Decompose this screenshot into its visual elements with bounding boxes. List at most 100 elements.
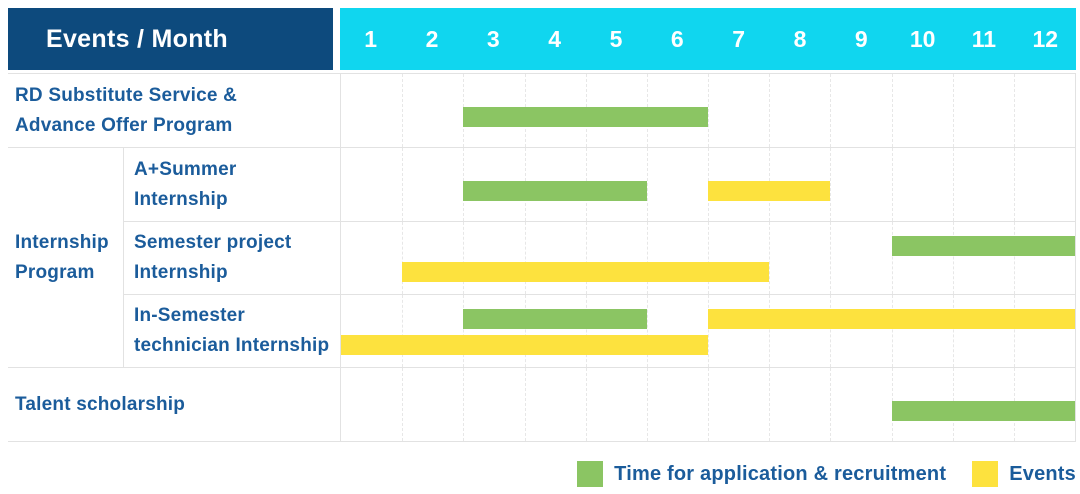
- month-gridline: [402, 74, 404, 147]
- table-row-semester-project: Semester project Internship: [124, 221, 1076, 294]
- month-gridline: [524, 368, 526, 441]
- gantt-bar-event: [341, 335, 708, 355]
- month-gridline: [891, 295, 893, 367]
- month-gridline: [952, 74, 954, 147]
- row-label-line: RD Substitute Service &: [15, 84, 238, 106]
- month-gridline: [769, 368, 771, 441]
- month-header-cell: 5: [609, 25, 623, 52]
- month-gridline: [402, 368, 404, 441]
- table-row-talent-scholarship: Talent scholarship: [8, 368, 1076, 441]
- month-gridline: [708, 368, 709, 441]
- events-month-header-title: Events / Month: [46, 24, 228, 53]
- month-gridline: [830, 295, 832, 367]
- row-label-line: Talent scholarship: [15, 393, 186, 415]
- month-gridline: [585, 222, 587, 294]
- month-gridline: [646, 295, 648, 367]
- month-header-cell: 9: [854, 25, 868, 52]
- gantt-bar-event: [708, 181, 831, 201]
- table-row-in-semester-technician: In-Semester technician Internship: [124, 294, 1076, 367]
- gantt-bar-event: [708, 309, 1075, 329]
- month-header-cell: 2: [425, 25, 439, 52]
- month-gridline: [952, 295, 954, 367]
- table-row-rd-substitute: RD Substitute Service & Advance Offer Pr…: [8, 74, 1076, 147]
- row-label-semester-project: Semester project Internship: [124, 222, 340, 294]
- month-header-cell: 1: [364, 25, 378, 52]
- month-gridline: [463, 368, 465, 441]
- month-header-row: 1 2 3 4 5 6 7 8 9 10 11 12: [340, 8, 1076, 70]
- month-gridline: [769, 222, 771, 294]
- month-gridline: [1013, 295, 1015, 367]
- legend-item-events: Events: [972, 461, 1076, 487]
- month-gridline: [952, 148, 954, 221]
- row-label-line: A+Summer: [134, 158, 237, 180]
- event-color-swatch-icon: [972, 461, 999, 487]
- month-header-cell: 4: [548, 25, 562, 52]
- month-gridline: [830, 74, 832, 147]
- legend-label-application: Time for application & recruitment: [614, 462, 947, 485]
- month-gridline: [891, 222, 893, 294]
- month-gridline: [952, 222, 954, 294]
- internship-program-group: Internship Program A+Summer Internship S…: [8, 147, 1076, 368]
- month-header-cell: 12: [1032, 25, 1059, 52]
- month-gridline: [1013, 74, 1015, 147]
- events-month-header-cell: Events / Month: [8, 8, 333, 70]
- month-gridline: [402, 295, 404, 367]
- gantt-bar-application: [463, 107, 708, 127]
- row-label-line: In-Semester: [134, 305, 245, 326]
- gantt-bar-application: [891, 401, 1075, 421]
- month-gridline: [646, 368, 648, 441]
- month-gridline: [585, 368, 587, 441]
- application-color-swatch-icon: [577, 461, 604, 487]
- table-row-a-plus-summer: A+Summer Internship: [124, 148, 1076, 221]
- month-gridline: [891, 148, 893, 221]
- month-gridline: [524, 295, 526, 367]
- month-gridline: [830, 148, 832, 221]
- month-gridline: [646, 148, 648, 221]
- row-chart-semester-project: [340, 222, 1076, 294]
- month-gridline: [585, 295, 587, 367]
- row-label-rd-substitute: RD Substitute Service & Advance Offer Pr…: [8, 74, 340, 147]
- month-gridline: [463, 222, 465, 294]
- month-gridline: [402, 148, 404, 221]
- month-header-cell: 3: [486, 25, 500, 52]
- group-label-line: Program: [15, 261, 95, 283]
- gantt-bar-application: [891, 236, 1075, 256]
- row-label-talent-scholarship: Talent scholarship: [8, 368, 340, 441]
- month-gridline: [708, 222, 709, 294]
- month-gridline: [402, 222, 404, 294]
- row-chart-in-semester-technician: [340, 295, 1076, 367]
- month-gridline: [463, 295, 465, 367]
- row-label-line: technician Internship: [134, 335, 330, 356]
- schedule-table-body: RD Substitute Service & Advance Offer Pr…: [8, 73, 1076, 442]
- month-gridline: [646, 222, 648, 294]
- gantt-bar-application: [463, 309, 647, 329]
- month-gridline: [708, 295, 709, 367]
- row-label-a-plus-summer: A+Summer Internship: [124, 148, 340, 221]
- legend-label-events: Events: [1009, 462, 1076, 485]
- month-header-cell: 7: [732, 25, 746, 52]
- row-chart-a-plus-summer: [340, 148, 1076, 221]
- month-gridline: [830, 222, 832, 294]
- month-header-cell: 11: [971, 25, 997, 52]
- month-header-cell: 8: [793, 25, 807, 52]
- month-header-cell: 10: [909, 25, 936, 52]
- gantt-bar-event: [402, 262, 770, 282]
- month-header-cell: 6: [670, 25, 684, 52]
- group-label-line: Internship: [15, 231, 109, 253]
- row-label-line: Internship: [134, 188, 228, 210]
- row-chart-rd-substitute: [340, 74, 1076, 147]
- month-gridline: [708, 74, 709, 147]
- row-label-line: Internship: [134, 262, 228, 283]
- row-chart-talent-scholarship: [340, 368, 1076, 441]
- month-gridline: [524, 222, 526, 294]
- month-gridline: [769, 295, 771, 367]
- group-label-internship-program: Internship Program: [8, 148, 124, 367]
- month-gridline: [830, 368, 832, 441]
- month-gridline: [1013, 222, 1015, 294]
- row-label-line: Semester project: [134, 232, 292, 253]
- gantt-bar-application: [463, 181, 647, 201]
- row-label-line: Advance Offer Program: [15, 114, 233, 136]
- legend: Time for application & recruitment Event…: [577, 461, 1076, 487]
- internship-program-subrows: A+Summer Internship Semester project Int…: [124, 148, 1076, 367]
